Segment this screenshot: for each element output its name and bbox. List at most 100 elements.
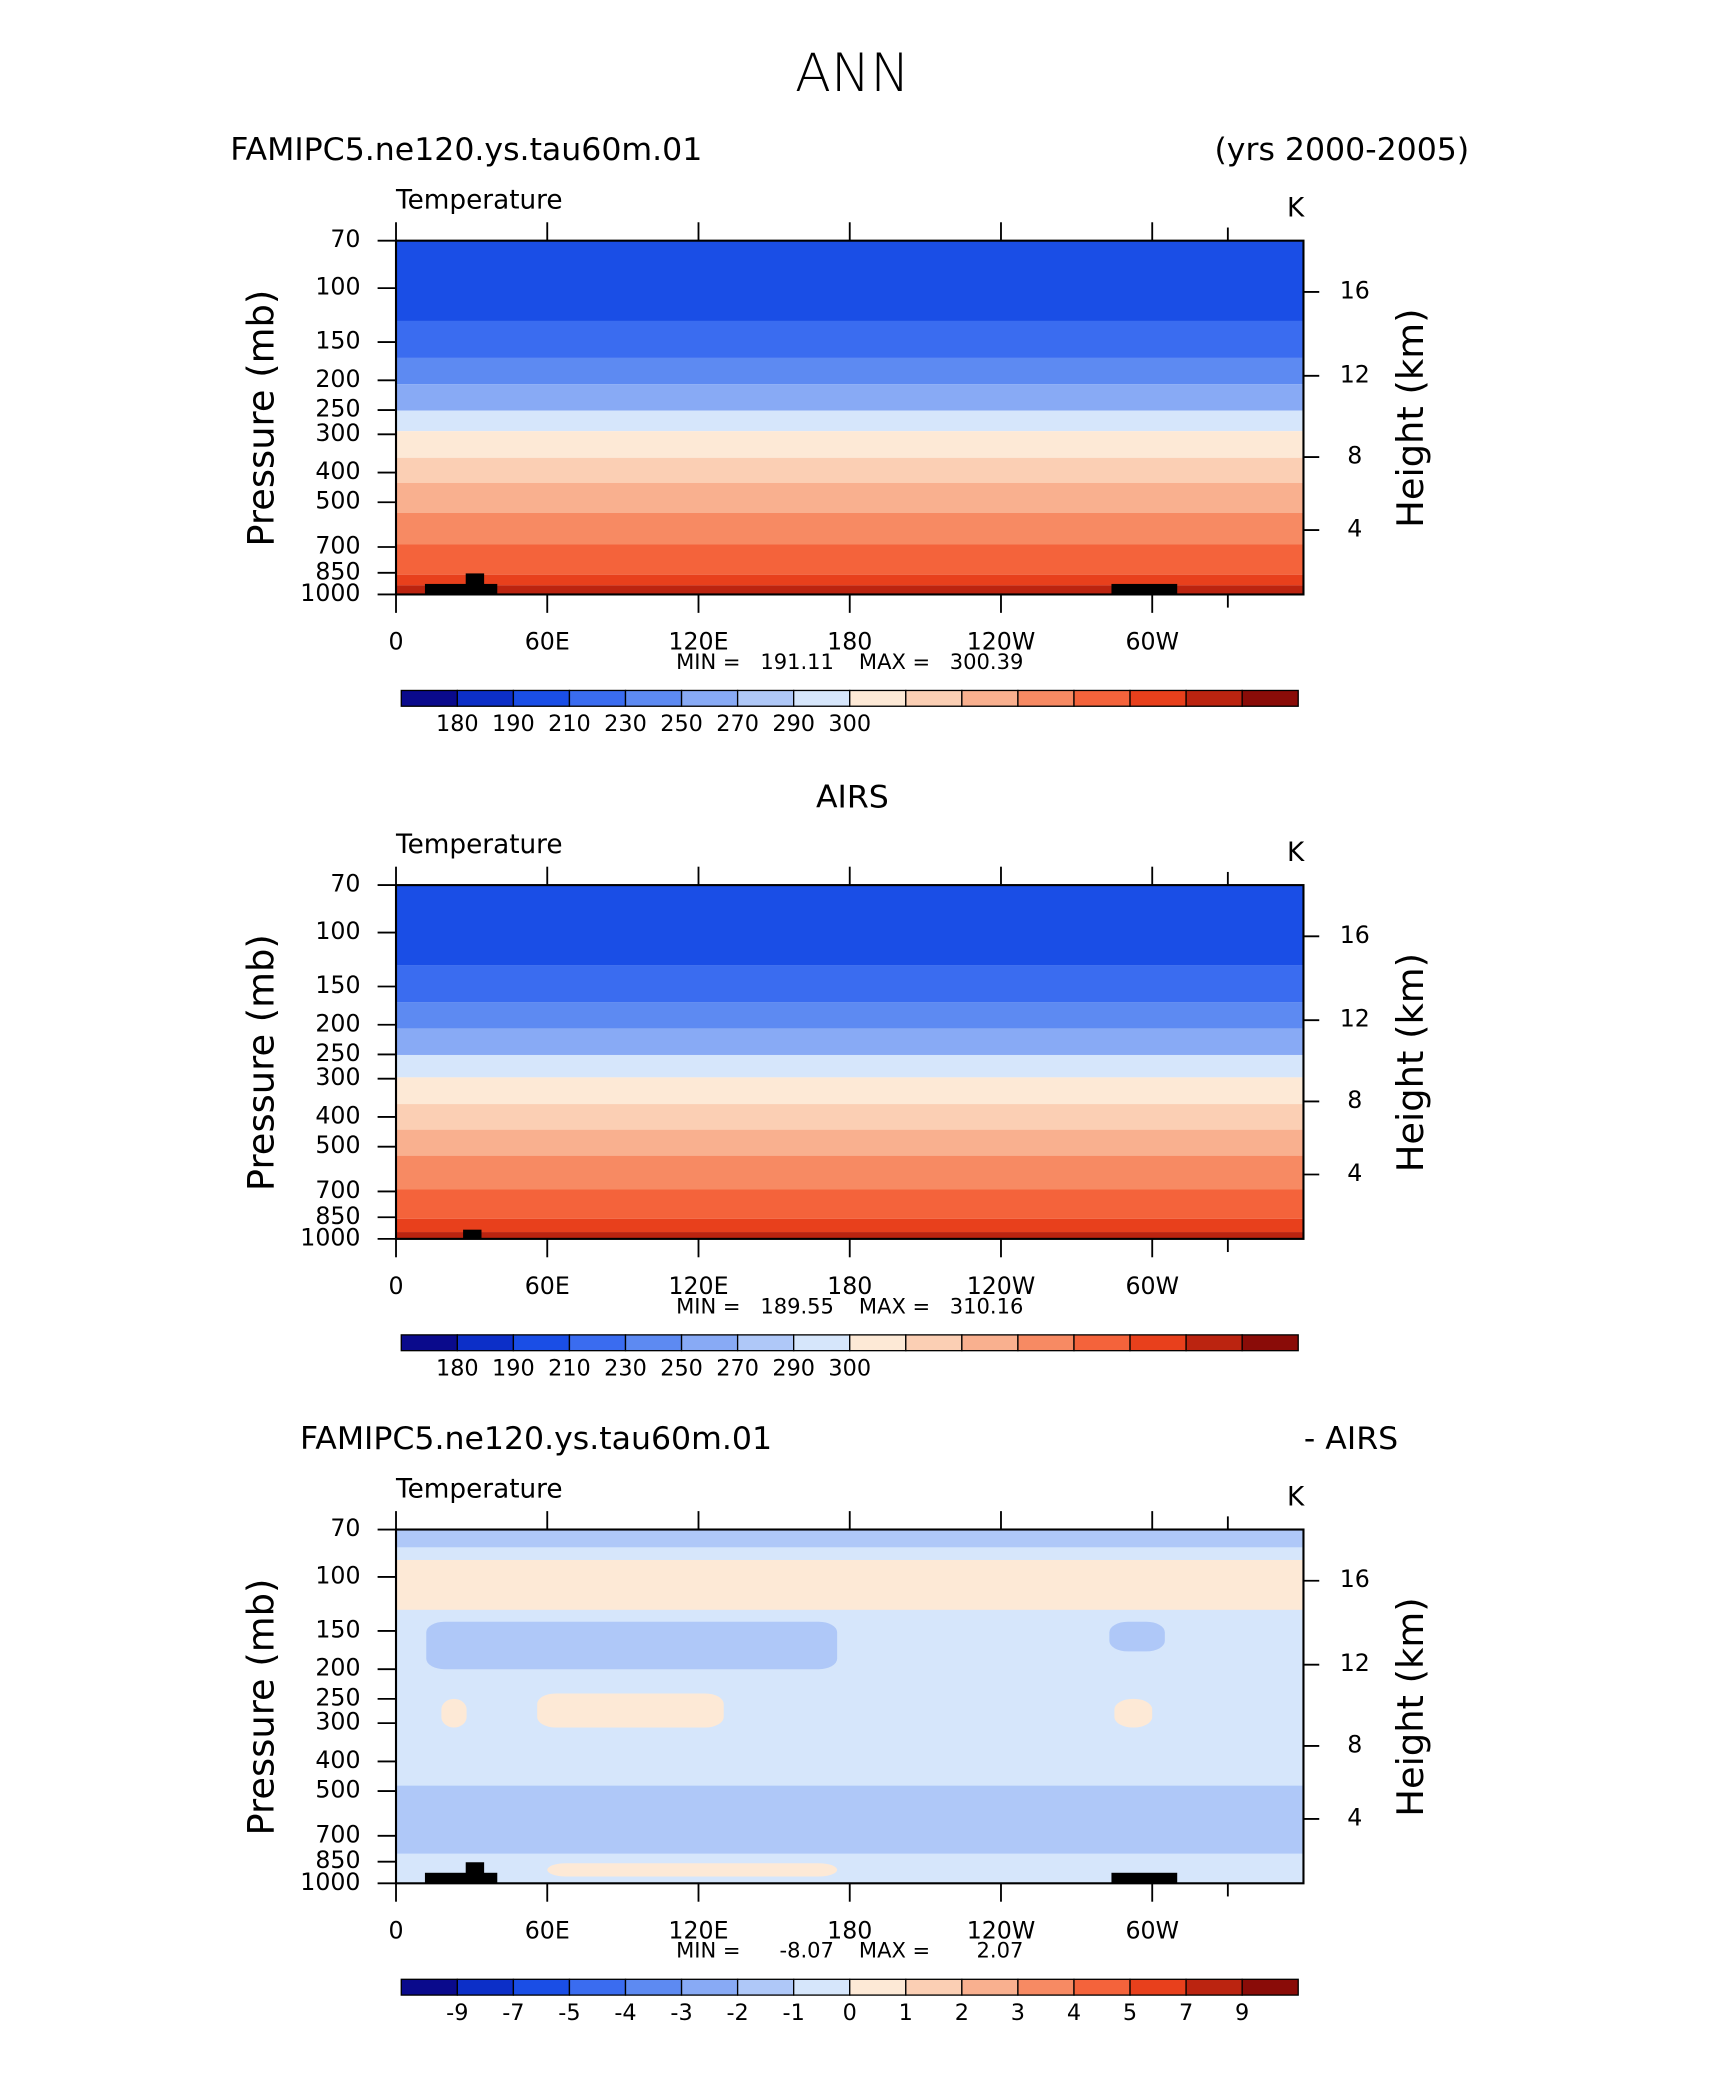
contour-band — [396, 1785, 1304, 1854]
colorbar-swatch — [680, 1334, 739, 1352]
contour-band — [396, 544, 1304, 575]
colorbar-swatch — [1241, 689, 1299, 707]
colorbar-swatch — [1129, 689, 1187, 707]
colorbar-label: 300 — [828, 711, 871, 737]
colorbar-swatch — [400, 1334, 458, 1352]
y-tick-label: 300 — [315, 1063, 360, 1091]
contour-band — [396, 384, 1304, 411]
colorbar-swatch — [905, 1334, 963, 1352]
colorbar-swatch — [1185, 1334, 1243, 1352]
colorbar-label: 270 — [716, 711, 759, 737]
panel-title-right: (yrs 2000-2005) — [1215, 132, 1470, 168]
colorbar-label: -1 — [783, 2000, 805, 2026]
y-tick-label: 200 — [315, 1009, 360, 1037]
contour-band — [396, 1028, 1304, 1055]
colorbar-label: 230 — [604, 711, 647, 737]
contour-band — [396, 1189, 1304, 1219]
colorbar-label: 180 — [436, 711, 479, 737]
contour-band — [396, 1129, 1304, 1156]
field — [396, 1529, 1304, 1884]
y-tick-label: 70 — [330, 225, 360, 253]
y-tick-label: 150 — [315, 1615, 360, 1643]
y2-tick-label: 12 — [1340, 360, 1370, 388]
contour-band — [441, 1698, 467, 1728]
panel-title-right: - AIRS — [1304, 1421, 1398, 1457]
y2-tick-label: 16 — [1340, 1565, 1370, 1593]
max-label: MAX = — [859, 1938, 930, 1963]
colorbar-label: 290 — [772, 1356, 815, 1382]
max-value: 300.39 — [950, 649, 1024, 674]
colorbar-label: -9 — [446, 2000, 468, 2026]
colorbar-swatch — [456, 1334, 515, 1352]
y-tick-label: 300 — [315, 1708, 360, 1736]
colorbar-label: 190 — [492, 711, 535, 737]
colorbar-swatch — [568, 689, 627, 707]
colorbar-swatch — [793, 1978, 851, 1996]
min-value: 191.11 — [760, 649, 834, 674]
colorbar-swatch — [1129, 1978, 1187, 1996]
y-tick-label: 100 — [315, 273, 360, 301]
colorbar-swatch — [793, 689, 851, 707]
contour-band — [396, 1155, 1304, 1190]
contour-band — [396, 574, 1304, 586]
contour-band — [396, 1054, 1304, 1078]
min-value: -8.07 — [780, 1938, 834, 1963]
y-tick-label: 150 — [315, 971, 360, 999]
colorbar-swatch — [624, 1334, 683, 1352]
units-label: K — [1287, 1482, 1305, 1512]
x-tick-label: 120E — [668, 628, 728, 656]
colorbar-label: 190 — [492, 1356, 535, 1382]
y2-axis-label: Height (km) — [1389, 309, 1432, 528]
topography — [424, 583, 498, 595]
contour-band — [537, 1693, 724, 1728]
colorbar-swatch — [849, 1978, 907, 1996]
colorbar-label: 270 — [716, 1356, 759, 1382]
colorbar-label: 300 — [828, 1356, 871, 1382]
min-label: MIN = — [676, 1293, 740, 1318]
y-tick-label: 200 — [315, 1654, 360, 1682]
colorbar-label: 250 — [660, 1356, 703, 1382]
contour-band — [396, 885, 1304, 966]
y-tick-label: 400 — [315, 1746, 360, 1774]
y2-tick-label: 4 — [1347, 515, 1362, 543]
colorbar-label: -2 — [726, 2000, 748, 2026]
colorbar-label: 9 — [1235, 2000, 1249, 2026]
y-tick-label: 150 — [315, 327, 360, 355]
colorbar-swatch — [849, 689, 907, 707]
y-tick-label: 500 — [315, 487, 360, 515]
colorbar-swatch — [512, 1334, 571, 1352]
x-tick-label: 60E — [525, 1916, 570, 1944]
colorbar-label: 0 — [843, 2000, 857, 2026]
colorbar-label: -4 — [614, 2000, 636, 2026]
y2-tick-label: 8 — [1347, 1086, 1362, 1114]
topography — [424, 1872, 498, 1884]
contour-band — [396, 1002, 1304, 1029]
topography — [465, 1862, 485, 1884]
max-value: 310.16 — [950, 1293, 1024, 1318]
contour-band — [547, 1863, 838, 1877]
y-axis-label: Pressure (mb) — [240, 1579, 283, 1836]
contour-band — [396, 1529, 1304, 1548]
y2-axis-label: Height (km) — [1389, 953, 1432, 1172]
figure-title: ANN — [795, 43, 910, 104]
colorbar-swatch — [456, 1978, 515, 1996]
x-tick-label: 0 — [388, 1272, 403, 1300]
x-tick-label: 60W — [1125, 628, 1179, 656]
colorbar-swatch — [1017, 1334, 1075, 1352]
y2-axis-label: Height (km) — [1389, 1597, 1432, 1816]
y-axis-label: Pressure (mb) — [240, 290, 283, 547]
x-tick-label: 180 — [827, 628, 872, 656]
colorbar-swatch — [1073, 689, 1131, 707]
colorbar-label: -5 — [558, 2000, 580, 2026]
y-tick-label: 100 — [315, 1561, 360, 1589]
y2-tick-label: 4 — [1347, 1803, 1362, 1831]
colorbar-swatch — [1241, 1978, 1299, 1996]
x-tick-label: 180 — [827, 1916, 872, 1944]
max-label: MAX = — [859, 1293, 930, 1318]
colorbar-swatch — [1017, 689, 1075, 707]
colorbar-swatch — [736, 1978, 795, 1996]
x-tick-label: 60W — [1125, 1272, 1179, 1300]
colorbar-label: 1 — [899, 2000, 913, 2026]
colorbar-label: 5 — [1123, 2000, 1137, 2026]
